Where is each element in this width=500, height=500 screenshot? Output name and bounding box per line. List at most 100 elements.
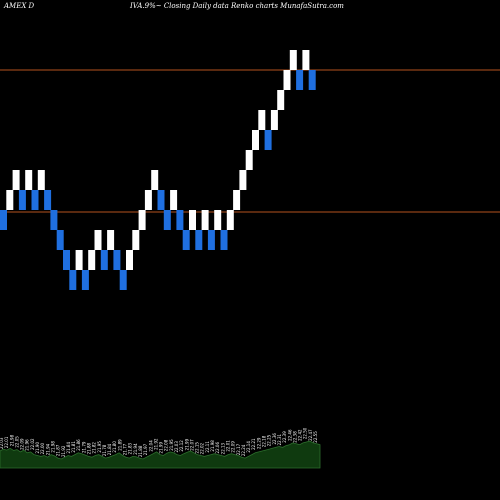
volume-price-label-24: 21.77	[123, 443, 128, 455]
renko-brick-14	[88, 250, 96, 270]
volume-price-label-16: 21.79	[81, 441, 86, 453]
renko-brick-37	[233, 190, 241, 210]
renko-brick-34	[214, 210, 222, 230]
renko-brick-9	[56, 230, 64, 250]
chart-description-label: IVA.9%~ Closing Daily data Renko charts …	[130, 2, 344, 10]
volume-price-label-28: 21.97	[143, 443, 148, 455]
volume-price-label-0: 22.03	[0, 437, 4, 449]
volume-price-label-21: 21.84	[107, 443, 112, 455]
volume-price-label-30: 21.92	[153, 438, 158, 450]
renko-brick-12	[75, 250, 83, 270]
renko-brick-36	[226, 210, 234, 230]
volume-price-label-32: 22.08	[164, 439, 169, 451]
volume-price-label-56: 22.46	[287, 429, 292, 441]
volume-price-label-20: 21.78	[102, 444, 107, 456]
volume-price-label-36: 21.99	[184, 438, 189, 450]
renko-brick-23	[144, 190, 152, 210]
volume-price-label-48: 22.14	[246, 441, 251, 453]
volume-price-label-11: 21.87	[56, 444, 61, 456]
renko-brick-33	[207, 230, 215, 250]
volume-price-label-51: 22.18	[262, 435, 267, 447]
volume-price-label-27: 21.88	[138, 445, 143, 457]
volume-price-label-33: 21.95	[169, 439, 174, 451]
renko-brick-24	[151, 170, 159, 190]
renko-brick-48	[302, 50, 310, 70]
volume-price-label-41: 21.98	[210, 440, 215, 452]
volume-price-label-42: 22.06	[215, 442, 220, 454]
renko-brick-26	[163, 210, 171, 230]
volume-price-label-35: 22.12	[179, 440, 184, 452]
volume-area-path	[0, 440, 321, 469]
renko-brick-17	[107, 230, 115, 250]
volume-price-label-59: 22.50	[303, 427, 308, 439]
renko-brick-20	[126, 250, 133, 270]
volume-price-label-47: 22.24	[241, 444, 246, 456]
renko-brick-13	[81, 270, 89, 290]
volume-price-label-25: 21.83	[128, 442, 133, 454]
renko-brick-15	[94, 230, 102, 250]
renko-brick-11	[69, 270, 77, 290]
renko-brick-29	[182, 230, 190, 250]
volume-price-label-54: 22.31	[277, 433, 282, 445]
renko-brick-8	[50, 210, 58, 230]
renko-brick-28	[176, 210, 184, 230]
volume-price-label-14: 21.81	[71, 441, 76, 453]
volume-price-label-39: 22.02	[200, 442, 205, 454]
volume-price-label-44: 22.01	[225, 440, 230, 452]
renko-brick-35	[220, 230, 228, 250]
renko-brick-41	[258, 110, 266, 130]
volume-area	[0, 440, 321, 469]
volume-price-label-57: 22.38	[292, 431, 297, 443]
volume-price-label-31: 21.99	[159, 442, 164, 454]
volume-price-label-23: 21.89	[117, 439, 122, 451]
volume-price-label-61: 22.55	[313, 431, 318, 443]
renko-brick-18	[113, 250, 121, 270]
volume-price-label-2: 21.98	[9, 434, 14, 446]
renko-brick-6	[37, 170, 45, 190]
volume-price-label-52: 22.25	[267, 434, 272, 446]
volume-price-label-13: 21.84	[66, 442, 71, 454]
volume-price-label-53: 22.36	[272, 433, 277, 445]
renko-brick-47	[296, 70, 304, 90]
volume-price-label-34: 22.03	[174, 441, 179, 453]
renko-brick-49	[308, 70, 316, 90]
volume-price-label-22: 21.80	[112, 441, 117, 453]
volume-price-label-6: 22.02	[30, 438, 35, 450]
volume-price-label-7: 21.90	[35, 442, 40, 454]
volume-price-label-3: 22.05	[14, 436, 19, 448]
volume-price-label-45: 22.09	[231, 441, 236, 453]
volume-price-label-17: 21.88	[87, 442, 92, 454]
volume-price-label-19: 21.95	[97, 441, 102, 453]
renko-brick-42	[264, 130, 272, 150]
volume-price-label-15: 21.86	[76, 439, 81, 451]
volume-price-label-37: 22.07	[189, 439, 194, 451]
renko-brick-2	[12, 170, 20, 190]
volume-price-label-43: 22.13	[220, 442, 225, 454]
renko-brick-1	[6, 190, 14, 210]
renko-brick-25	[157, 190, 165, 210]
volume-price-label-1: 22.01	[4, 436, 9, 448]
volume-price-label-46: 22.17	[236, 443, 241, 455]
renko-brick-3	[18, 190, 26, 210]
volume-price-label-5: 21.96	[25, 439, 30, 451]
renko-brick-44	[277, 90, 285, 110]
volume-price-label-12: 21.92	[61, 445, 66, 457]
renko-brick-5	[31, 190, 39, 210]
volume-price-label-55: 22.39	[282, 431, 287, 443]
volume-price-label-58: 22.42	[298, 429, 303, 441]
renko-brick-45	[283, 70, 291, 90]
renko-brick-21	[132, 230, 140, 250]
volume-price-label-60: 22.47	[308, 429, 313, 441]
renko-brick-10	[63, 250, 70, 270]
renko-brick-22	[138, 210, 146, 230]
renko-brick-38	[239, 170, 247, 190]
renko-brick-31	[195, 230, 203, 250]
renko-brick-27	[170, 190, 178, 210]
renko-brick-0	[0, 210, 7, 230]
volume-price-label-10: 21.98	[50, 441, 55, 453]
volume-price-label-26: 21.94	[133, 443, 138, 455]
volume-price-label-29: 22.04	[148, 440, 153, 452]
level-lines	[0, 69, 500, 213]
volume-price-label-18: 21.82	[92, 442, 97, 454]
